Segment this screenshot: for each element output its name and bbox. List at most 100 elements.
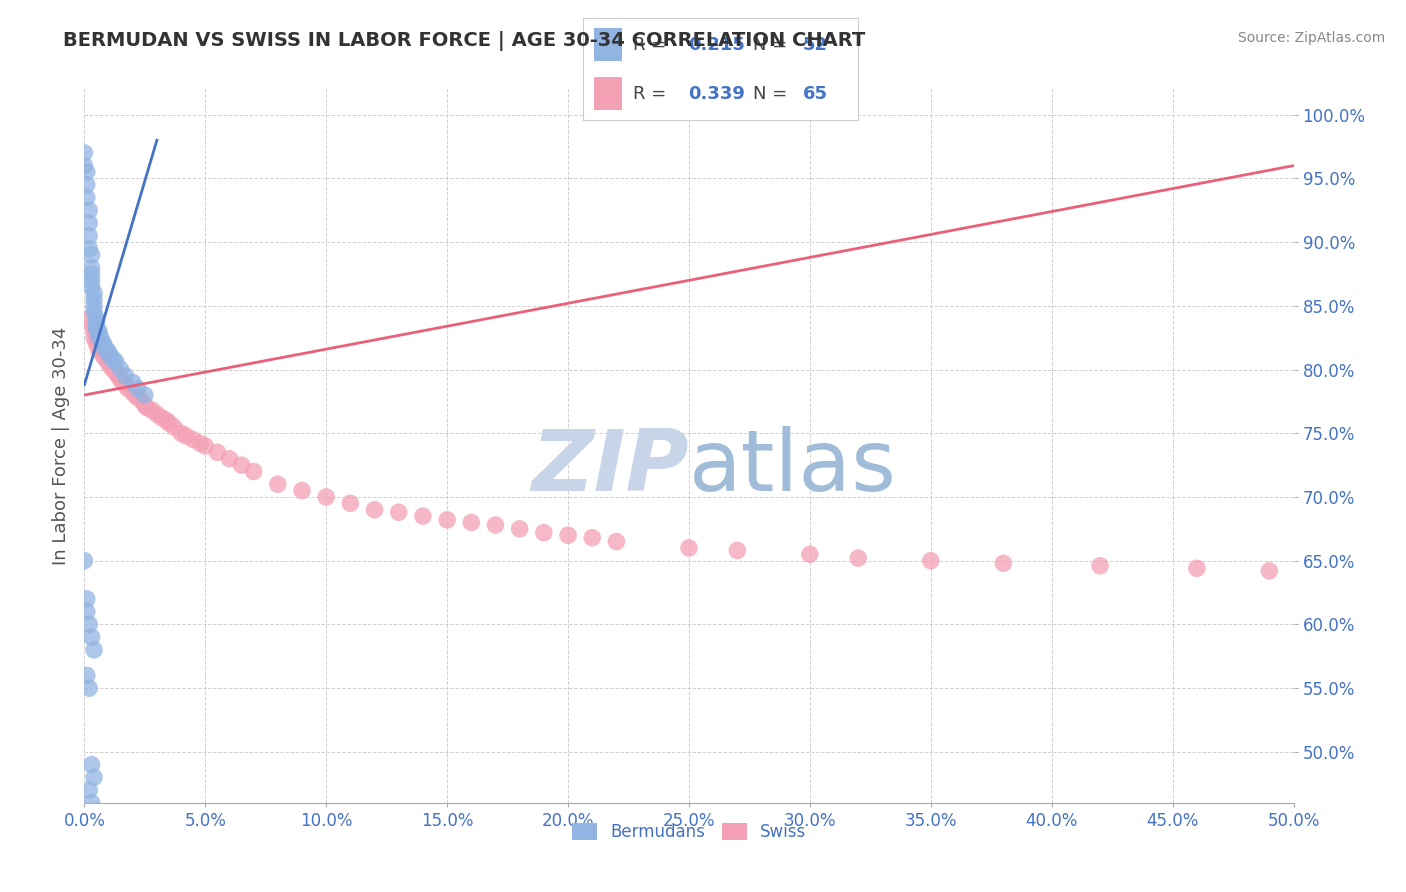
Point [73, 159, 96, 173]
FancyBboxPatch shape [595, 29, 621, 61]
Point [127, 391, 149, 405]
Point [83, 299, 105, 313]
Point [80, 630, 103, 644]
Text: atlas: atlas [689, 425, 897, 509]
Point [110, 362, 132, 376]
Point [581, 531, 603, 545]
FancyBboxPatch shape [595, 78, 621, 110]
Point [86, 317, 108, 331]
Point [93, 340, 115, 354]
Point [242, 465, 264, 479]
Point [90, 343, 112, 358]
Point [87, 337, 110, 351]
Point [76, 591, 98, 606]
Text: 52: 52 [803, 36, 828, 54]
Point [509, 522, 531, 536]
Point [104, 355, 127, 369]
Point [388, 505, 411, 519]
Point [90, 332, 112, 346]
Point [73, 145, 96, 160]
Text: N =: N = [754, 85, 793, 103]
Point [131, 394, 153, 409]
Point [83, 305, 105, 319]
Point [107, 368, 129, 383]
Point [80, 796, 103, 810]
Point [83, 293, 105, 307]
Point [315, 490, 337, 504]
Point [94, 342, 117, 356]
Point [80, 273, 103, 287]
Text: N =: N = [754, 36, 793, 54]
Point [87, 324, 110, 338]
Point [725, 543, 748, 558]
Point [117, 382, 139, 396]
Point [83, 324, 105, 338]
Point [134, 398, 156, 412]
Point [920, 554, 942, 568]
Point [87, 326, 110, 341]
Point [80, 757, 103, 772]
Text: 65: 65 [803, 85, 828, 103]
Point [97, 356, 120, 370]
Text: BERMUDAN VS SWISS IN LABOR FORCE | AGE 30-34 CORRELATION CHART: BERMUDAN VS SWISS IN LABOR FORCE | AGE 3… [63, 31, 866, 51]
Point [86, 331, 108, 345]
Point [412, 509, 434, 524]
Point [121, 376, 143, 390]
Point [605, 534, 627, 549]
Point [174, 429, 197, 443]
Point [80, 318, 103, 332]
Point [484, 518, 506, 533]
Point [97, 344, 120, 359]
Point [846, 551, 869, 566]
Point [77, 783, 100, 797]
Point [136, 401, 159, 415]
Point [678, 541, 700, 555]
Point [150, 411, 173, 425]
Point [93, 350, 115, 364]
Point [291, 483, 314, 498]
Point [124, 388, 146, 402]
Point [194, 439, 217, 453]
Point [460, 516, 482, 530]
Point [80, 279, 103, 293]
Point [77, 228, 100, 243]
Point [87, 329, 110, 343]
Point [121, 385, 143, 400]
Point [146, 407, 169, 421]
Point [103, 362, 125, 376]
Point [80, 248, 103, 262]
Point [76, 605, 98, 619]
Point [86, 319, 108, 334]
Point [76, 190, 98, 204]
Point [80, 267, 103, 281]
Point [73, 554, 96, 568]
Y-axis label: In Labor Force | Age 30-34: In Labor Force | Age 30-34 [52, 326, 70, 566]
Point [1088, 558, 1111, 573]
Point [86, 322, 108, 336]
Point [94, 352, 117, 367]
Point [141, 403, 163, 417]
Point [83, 643, 105, 657]
Point [163, 420, 186, 434]
Point [436, 513, 458, 527]
Text: R =: R = [633, 85, 672, 103]
Point [1258, 564, 1281, 578]
Point [97, 347, 120, 361]
Point [77, 617, 100, 632]
Point [83, 770, 105, 784]
Point [993, 556, 1015, 570]
Point [86, 311, 108, 326]
Point [76, 178, 98, 192]
Point [1185, 561, 1208, 575]
Point [93, 337, 115, 351]
Point [77, 216, 100, 230]
Point [100, 359, 122, 374]
Point [112, 376, 135, 390]
Point [533, 525, 555, 540]
Point [86, 337, 108, 351]
Point [207, 445, 229, 459]
Point [157, 416, 180, 430]
Point [114, 377, 136, 392]
Point [86, 314, 108, 328]
Text: Source: ZipAtlas.com: Source: ZipAtlas.com [1237, 31, 1385, 45]
